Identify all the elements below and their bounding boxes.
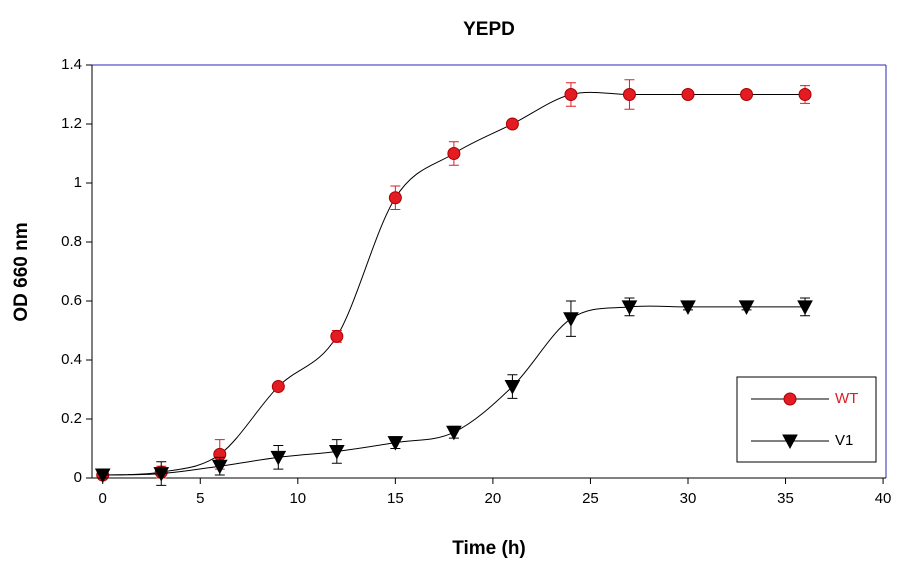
fit-line [103,306,805,475]
data-point [682,89,694,101]
data-point [565,89,577,101]
y-tick-label: 0.8 [61,233,82,250]
x-tick-label: 20 [485,490,502,507]
x-axis-title: Time (h) [452,538,526,559]
chart: YEPD Time (h) OD 660 nm 0 0.2 0.4 0.6 0.8 1 1.… [0,0,901,561]
y-tick-label: 0.6 [61,292,82,309]
y-axis-title: OD 660 nm [11,222,32,321]
y-tick-label: 0 [74,469,82,486]
legend-marker [784,393,796,405]
legend-label: V1 [835,432,853,449]
data-point [272,381,284,393]
x-tick-label: 0 [99,490,107,507]
x-tick-label: 40 [875,490,892,507]
x-tick-label: 25 [582,490,599,507]
data-point [389,192,401,204]
legend-label: WT [835,390,858,407]
x-tick-label: 5 [196,490,204,507]
data-point [448,148,460,160]
x-tick-label: 15 [387,490,404,507]
data-point [564,313,578,326]
chart-title: YEPD [463,19,515,40]
y-tick-label: 1 [74,174,82,191]
x-tick-label: 35 [777,490,794,507]
data-point [799,89,811,101]
y-tick-label: 0.2 [61,410,82,427]
y-tick-label: 1.4 [61,56,82,73]
y-tick-label: 1.2 [61,115,82,132]
data-point [331,330,343,342]
x-tick-label: 10 [289,490,306,507]
data-point [447,426,461,439]
data-point [741,89,753,101]
data-point [506,118,518,130]
data-point [623,89,635,101]
x-tick-label: 30 [680,490,697,507]
y-tick-label: 0.4 [61,351,82,368]
